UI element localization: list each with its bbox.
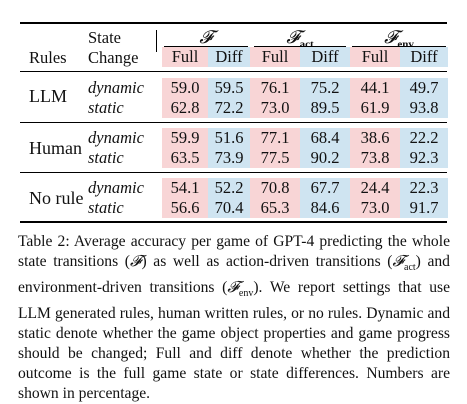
table-cell: 61.9 [350, 98, 400, 118]
row-label-no-rule: No rule [29, 188, 84, 208]
table-cell: 63.5 [162, 148, 208, 168]
caption-text-4: ). We report settings that use LLM gener… [18, 279, 450, 403]
table-cell: 70.4 [208, 198, 250, 218]
caption-act-sub: act [404, 262, 416, 274]
state-change-static: static [88, 148, 124, 167]
caption-text-1: Average accuracy per game of GPT-4 predi… [18, 233, 450, 270]
table-cell: 54.1 [162, 178, 208, 198]
caption-f-act-symbol: 𝓕 [392, 253, 404, 270]
table-cell: 77.1 [250, 128, 300, 148]
table-top-rule [20, 22, 447, 24]
table-bottom-rule [20, 221, 447, 223]
table-cell: 68.4 [300, 128, 350, 148]
table-cell: 67.7 [300, 178, 350, 198]
table-cell: 59.9 [162, 128, 208, 148]
table-cell: 22.2 [400, 128, 448, 148]
state-header-line2: Change [88, 48, 139, 67]
rules-header: Rules [29, 48, 67, 67]
header-separator [156, 30, 157, 52]
group-f-header: 𝓕 [199, 27, 213, 47]
table-cell: 59.5 [208, 78, 250, 98]
col-header-full: Full [162, 47, 208, 67]
table-caption: Table 2: Average accuracy per game of GP… [18, 232, 450, 404]
table-cell: 52.2 [208, 178, 250, 198]
table-cell: 72.2 [208, 98, 250, 118]
state-change-dynamic: dynamic [88, 128, 144, 147]
table-cell: 65.3 [250, 198, 300, 218]
caption-text-2: ) as well as action-driven transitions ( [141, 253, 393, 270]
table-cell: 62.8 [162, 98, 208, 118]
section-rule [20, 122, 447, 123]
table-cell: 73.0 [250, 98, 300, 118]
state-header-line1: State [88, 28, 121, 47]
section-rule [20, 172, 447, 173]
caption-f-env-symbol: 𝓕 [227, 279, 239, 297]
caption-text-3: ) and environment-driven transitions ( [18, 253, 450, 297]
table-cell: 49.7 [400, 78, 448, 98]
table-cell: 75.2 [300, 78, 350, 98]
table-cell: 56.6 [162, 198, 208, 218]
table-cell: 89.5 [300, 98, 350, 118]
table-cell: 84.6 [300, 198, 350, 218]
state-change-static: static [88, 198, 124, 217]
table-cell: 22.3 [400, 178, 448, 198]
group-f-act-underline [254, 46, 346, 47]
table-cell: 91.7 [400, 198, 448, 218]
col-header-full: Full [350, 47, 400, 67]
col-header-diff: Diff [300, 47, 350, 67]
table-cell: 73.9 [208, 148, 250, 168]
caption-env-sub: env [238, 288, 254, 300]
col-header-diff: Diff [400, 47, 448, 67]
state-change-dynamic: dynamic [88, 78, 144, 97]
table-cell: 92.3 [400, 148, 448, 168]
table-cell: 44.1 [350, 78, 400, 98]
caption-f-symbol: 𝓕 [129, 253, 142, 270]
table-cell: 77.5 [250, 148, 300, 168]
row-label-human: Human [29, 138, 82, 158]
group-f-env-underline [352, 46, 446, 47]
table-cell: 73.8 [350, 148, 400, 168]
table-cell: 24.4 [350, 178, 400, 198]
table-cell: 93.8 [400, 98, 448, 118]
caption-label: Table 2: [18, 233, 70, 250]
col-header-full: Full [250, 47, 300, 67]
table-cell: 38.6 [350, 128, 400, 148]
table-cell: 73.0 [350, 198, 400, 218]
table-cell: 76.1 [250, 78, 300, 98]
header-rule [20, 71, 447, 72]
col-header-diff: Diff [208, 47, 250, 67]
table-cell: 59.0 [162, 78, 208, 98]
table-cell: 51.6 [208, 128, 250, 148]
group-f-underline [164, 46, 248, 47]
table-cell: 90.2 [300, 148, 350, 168]
state-change-static: static [88, 98, 124, 117]
state-change-dynamic: dynamic [88, 178, 144, 197]
row-label-llm: LLM [29, 86, 67, 106]
table-cell: 70.8 [250, 178, 300, 198]
